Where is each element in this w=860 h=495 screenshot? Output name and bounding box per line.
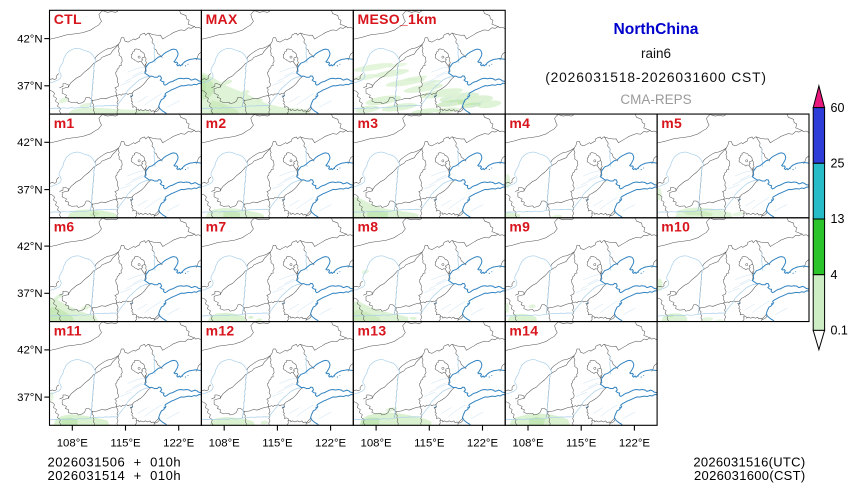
svg-text:m3: m3 [358,115,379,131]
svg-text:60: 60 [831,101,845,115]
svg-text:m8: m8 [358,219,379,235]
svg-text:(2026031518-2026031600 CST): (2026031518-2026031600 CST) [545,70,767,85]
svg-text:2026031506 + 010h: 2026031506 + 010h [48,455,182,470]
svg-text:m7: m7 [206,219,227,235]
svg-text:2026031514 + 010h: 2026031514 + 010h [48,468,182,483]
svg-text:NorthChina: NorthChina [614,21,699,38]
svg-text:m11: m11 [54,322,82,338]
svg-text:115°E: 115°E [566,438,597,450]
svg-text:m13: m13 [358,322,387,338]
svg-text:108°E: 108°E [57,438,89,450]
svg-text:2026031600(CST): 2026031600(CST) [694,468,805,483]
svg-text:m9: m9 [509,219,530,235]
svg-text:m2: m2 [206,115,227,131]
svg-text:4: 4 [831,268,838,282]
svg-text:MESO_1km: MESO_1km [358,11,437,27]
svg-text:37°N: 37°N [17,81,42,93]
svg-text:m1: m1 [54,115,75,131]
svg-text:122°E: 122°E [619,438,651,450]
svg-text:m14: m14 [509,322,538,338]
svg-text:42°N: 42°N [17,241,42,253]
svg-text:42°N: 42°N [17,137,42,149]
svg-text:13: 13 [831,212,845,226]
svg-text:108°E: 108°E [209,438,241,450]
svg-text:108°E: 108°E [361,438,393,450]
svg-text:m10: m10 [661,219,690,235]
svg-text:25: 25 [831,157,845,171]
svg-text:MAX: MAX [206,11,238,27]
svg-text:37°N: 37°N [17,392,42,404]
svg-text:122°E: 122°E [163,438,195,450]
svg-text:42°N: 42°N [17,33,42,45]
svg-text:m6: m6 [54,219,75,235]
svg-text:m4: m4 [509,115,530,131]
svg-text:42°N: 42°N [17,345,42,357]
svg-text:115°E: 115°E [110,438,141,450]
svg-text:122°E: 122°E [467,438,499,450]
svg-text:122°E: 122°E [315,438,347,450]
svg-text:CMA-REPS: CMA-REPS [620,92,691,107]
svg-text:115°E: 115°E [414,438,445,450]
svg-text:m12: m12 [206,322,235,338]
svg-text:115°E: 115°E [262,438,293,450]
svg-text:37°N: 37°N [17,288,42,300]
svg-text:m5: m5 [661,115,682,131]
svg-text:0.1: 0.1 [831,324,848,338]
svg-text:CTL: CTL [54,11,82,27]
svg-text:37°N: 37°N [17,184,42,196]
svg-text:108°E: 108°E [512,438,544,450]
svg-text:rain6: rain6 [641,46,671,61]
svg-text:2026031516(UTC): 2026031516(UTC) [693,455,805,470]
